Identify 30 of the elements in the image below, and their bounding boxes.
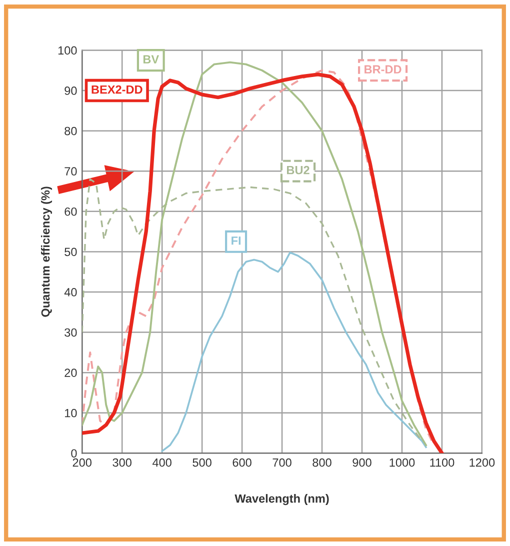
y-tick-label: 70	[64, 167, 77, 176]
y-tick-label: 30	[64, 328, 77, 337]
y-tick-label: 0	[71, 449, 77, 458]
y-tick-label: 50	[64, 248, 77, 256]
x-tick-label: 1200	[470, 458, 495, 467]
y-tick-label: 20	[64, 368, 77, 377]
y-tick-label: 100	[58, 46, 77, 55]
y-tick-label: 10	[65, 408, 77, 418]
line-series	[161, 252, 427, 452]
y-tick-label: 80	[64, 126, 77, 136]
x-tick-label: 600	[232, 458, 252, 467]
x-axis-title: Wavelength (nm)	[234, 494, 329, 506]
x-tick-label: 300	[112, 458, 132, 467]
x-tick-label: 900	[352, 458, 372, 467]
x-tick-label: 1000	[390, 458, 415, 467]
series-label: BEX2-DD	[92, 85, 142, 94]
x-tick-label: 700	[272, 458, 292, 467]
x-tick-label: 500	[192, 458, 212, 467]
series-label: BR-DD	[364, 65, 402, 74]
x-tick-label: 200	[72, 458, 92, 467]
x-tick-label: 400	[152, 458, 172, 467]
series-label: BU2	[287, 166, 310, 174]
y-tick-label: 60	[64, 207, 77, 216]
text: BV	[143, 55, 159, 64]
x-tick-label: 1100	[430, 458, 454, 467]
y-axis-title: Quantum efficiency (%)	[40, 186, 52, 317]
x-tick-label: 800	[312, 458, 332, 467]
y-tick-label: 90	[64, 86, 77, 95]
series-label: FI	[232, 236, 241, 245]
y-tick-label: 40	[64, 288, 77, 296]
